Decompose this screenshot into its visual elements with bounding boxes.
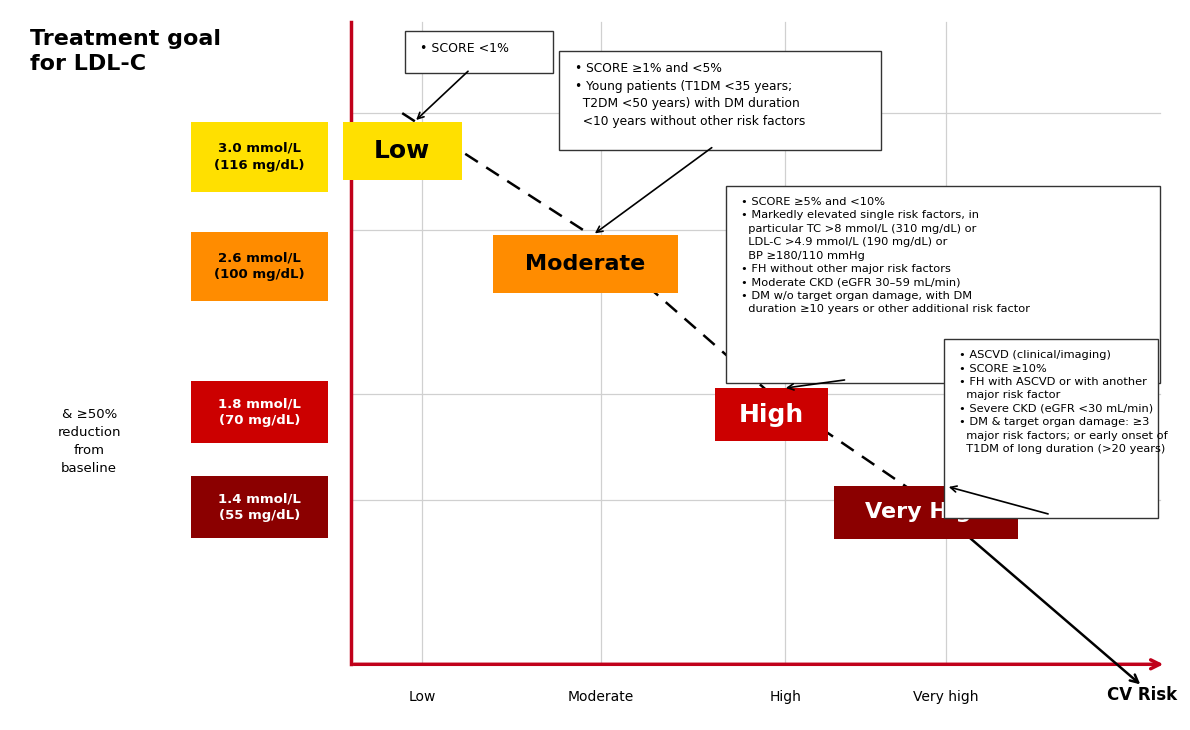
Text: Very high: Very high: [913, 691, 979, 704]
Text: Low: Low: [408, 691, 437, 704]
Text: High: High: [770, 691, 801, 704]
FancyBboxPatch shape: [726, 186, 1160, 383]
Text: 1.8 mmol/L
(70 mg/dL): 1.8 mmol/L (70 mg/dL): [218, 397, 301, 428]
FancyBboxPatch shape: [944, 339, 1158, 518]
FancyBboxPatch shape: [833, 486, 1019, 539]
FancyBboxPatch shape: [494, 235, 678, 293]
Text: Moderate: Moderate: [568, 691, 634, 704]
Text: 2.6 mmol/L
(100 mg/dL): 2.6 mmol/L (100 mg/dL): [214, 251, 305, 282]
Text: 1.4 mmol/L
(55 mg/dL): 1.4 mmol/L (55 mg/dL): [218, 492, 301, 523]
Text: Treatment goal
for LDL-C: Treatment goal for LDL-C: [30, 29, 221, 74]
FancyBboxPatch shape: [190, 476, 328, 539]
FancyBboxPatch shape: [190, 232, 328, 301]
Text: • SCORE <1%: • SCORE <1%: [420, 42, 509, 55]
FancyBboxPatch shape: [343, 122, 462, 180]
Text: Moderate: Moderate: [525, 254, 646, 274]
FancyBboxPatch shape: [405, 31, 553, 73]
FancyBboxPatch shape: [190, 122, 328, 191]
FancyBboxPatch shape: [190, 381, 328, 443]
Text: & ≥50%
reduction
from
baseline: & ≥50% reduction from baseline: [57, 408, 121, 475]
FancyBboxPatch shape: [559, 51, 881, 150]
Text: Very High: Very High: [865, 502, 987, 523]
Text: • SCORE ≥5% and <10%
• Markedly elevated single risk factors, in
  particular TC: • SCORE ≥5% and <10% • Markedly elevated…: [741, 197, 1031, 314]
Text: • SCORE ≥1% and <5%
• Young patients (T1DM <35 years;
  T2DM <50 years) with DM : • SCORE ≥1% and <5% • Young patients (T1…: [575, 62, 806, 128]
Text: Low: Low: [374, 139, 431, 163]
Text: CV Risk: CV Risk: [1108, 686, 1177, 704]
FancyBboxPatch shape: [714, 388, 828, 441]
Text: High: High: [739, 403, 803, 426]
Text: 3.0 mmol/L
(116 mg/dL): 3.0 mmol/L (116 mg/dL): [214, 142, 305, 172]
Text: • ASCVD (clinical/imaging)
• SCORE ≥10%
• FH with ASCVD or with another
  major : • ASCVD (clinical/imaging) • SCORE ≥10% …: [959, 350, 1167, 454]
